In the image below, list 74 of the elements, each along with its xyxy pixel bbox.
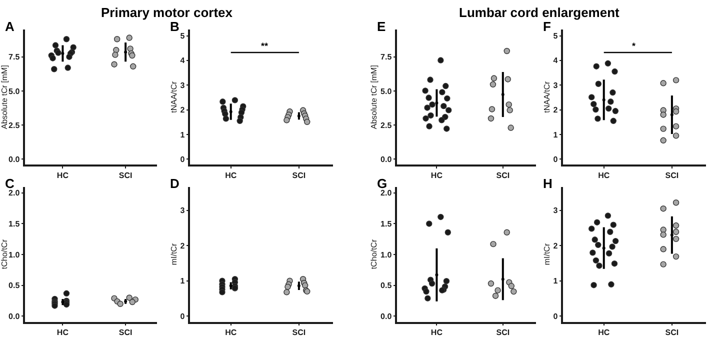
y-tick-label: 3: [180, 80, 186, 90]
x-tick-label: SCI: [665, 328, 679, 338]
y-tick-label: 2.5: [380, 120, 392, 130]
chart-title: F: [543, 19, 551, 34]
y-axis-title: tNAA/tCr: [169, 80, 178, 113]
x-tick-label: HC: [56, 170, 69, 180]
chart-title: E: [377, 19, 386, 34]
x-tick-label: HC: [598, 170, 610, 180]
y-tick-label: 2.5: [8, 120, 20, 130]
x-tick-label: HC: [430, 328, 443, 338]
x-tick-label: SCI: [292, 328, 306, 338]
y-tick-label: 0.0: [8, 312, 20, 322]
y-tick-label: 1: [180, 276, 186, 286]
x-tick-label: HC: [430, 170, 443, 180]
y-tick-label: 5: [553, 32, 558, 41]
y-tick-label: 2: [180, 106, 186, 115]
x-tick-label: HC: [225, 170, 237, 180]
y-tick-label: 2: [553, 106, 558, 115]
chart-title: B: [170, 19, 180, 34]
chart-subtitle: Primary motor cortex: [101, 5, 234, 20]
y-tick-label: 2.0: [8, 188, 20, 198]
chart-title: H: [543, 176, 552, 191]
y-tick-label: 0.0: [380, 154, 392, 164]
x-tick-label: SCI: [496, 328, 510, 338]
y-tick-label: 4: [180, 56, 186, 66]
y-tick-label: 1.5: [8, 220, 20, 229]
annotation: *: [632, 41, 636, 51]
y-tick-label: 2: [553, 241, 558, 250]
chart-title: A: [5, 19, 15, 34]
y-axis-title: Absolute tCr [mM]: [0, 65, 9, 130]
y-tick-label: 1: [553, 276, 558, 286]
y-axis-title: Absolute tCr [mM]: [370, 65, 379, 130]
chart-title: G: [377, 176, 388, 191]
x-tick-label: SCI: [292, 170, 306, 180]
y-tick-label: 3: [553, 206, 558, 216]
y-tick-label: 0.5: [8, 281, 20, 290]
y-tick-label: 3: [553, 80, 558, 90]
y-tick-label: 0: [553, 154, 558, 164]
y-tick-label: 0: [553, 312, 558, 321]
y-tick-label: 0: [180, 154, 186, 164]
chart-title: C: [5, 176, 15, 191]
y-tick-label: 0: [180, 312, 186, 321]
y-tick-label: 1.5: [380, 220, 392, 229]
y-tick-label: 5: [180, 32, 186, 41]
y-tick-label: 1.0: [8, 250, 20, 260]
y-tick-label: 2: [180, 241, 186, 250]
x-tick-label: HC: [56, 328, 69, 338]
y-tick-label: 4: [553, 56, 558, 66]
y-tick-label: 1: [553, 130, 558, 140]
x-tick-label: SCI: [118, 328, 132, 338]
y-tick-label: 1.0: [380, 250, 392, 260]
y-tick-label: 5.0: [380, 86, 392, 96]
x-tick-label: HC: [225, 328, 237, 338]
y-axis-title: mI/tCr: [169, 243, 178, 266]
y-tick-label: 0.0: [380, 312, 392, 322]
y-tick-label: 7.5: [380, 52, 392, 62]
y-tick-label: 0.0: [8, 154, 20, 164]
x-tick-label: SCI: [665, 170, 679, 180]
y-tick-label: 3: [180, 206, 186, 216]
y-axis-title: tNAA/tCr: [542, 80, 552, 113]
y-tick-label: 0.5: [380, 281, 392, 290]
x-tick-label: HC: [598, 328, 610, 338]
chart-title: D: [170, 176, 180, 191]
y-tick-label: 7.5: [8, 52, 20, 62]
x-tick-label: SCI: [118, 170, 132, 180]
chart-subtitle: Lumbar cord enlargement: [459, 5, 620, 20]
y-tick-label: 2.0: [380, 188, 392, 198]
y-axis-title: tCho/tCr: [0, 239, 9, 270]
y-axis-title: tCho/tCr: [370, 239, 379, 270]
y-tick-label: 1: [180, 130, 186, 140]
x-tick-label: SCI: [496, 170, 510, 180]
annotation: **: [261, 41, 268, 51]
y-tick-label: 5.0: [8, 86, 20, 96]
y-axis-title: mI/tCr: [542, 243, 552, 266]
